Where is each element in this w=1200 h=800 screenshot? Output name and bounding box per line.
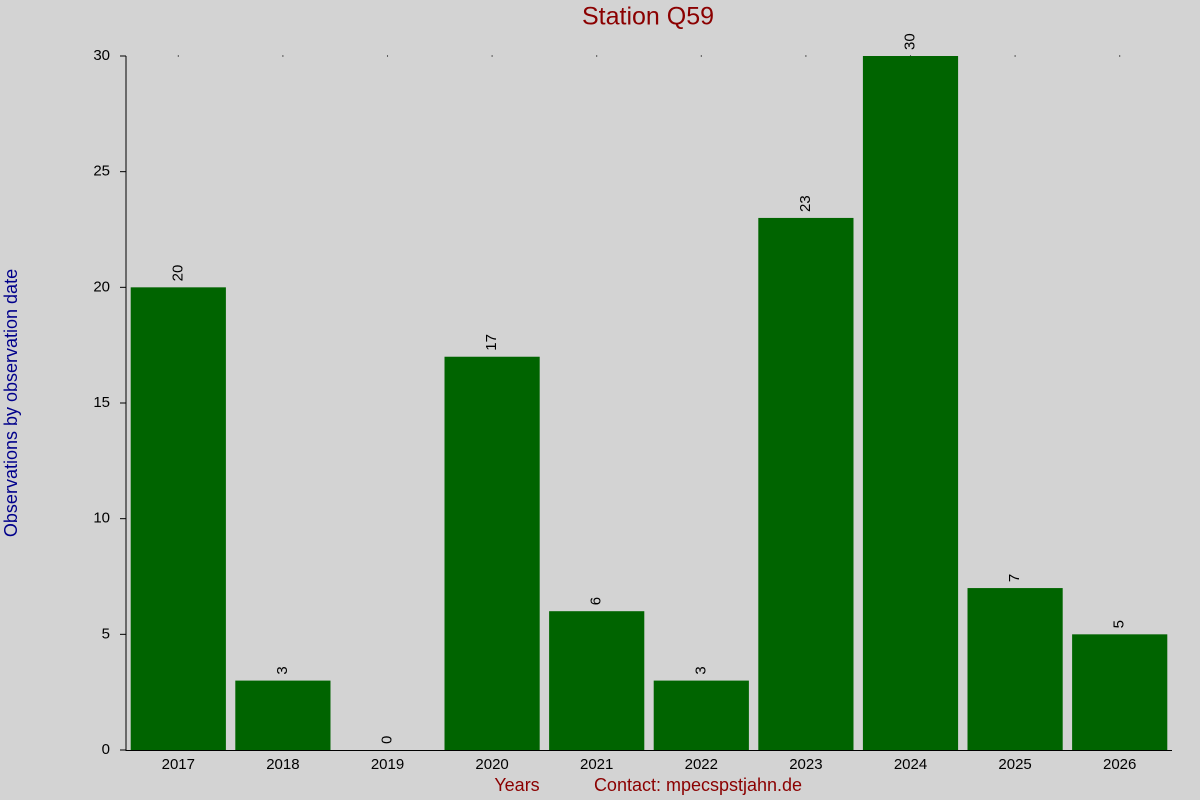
top-dot [386, 55, 389, 57]
value-label: 30 [901, 33, 918, 50]
bar [130, 287, 226, 750]
top-dot [177, 55, 179, 57]
value-label: 17 [483, 334, 500, 351]
x-tick-label: 2017 [162, 756, 195, 773]
x-tick-label: 2020 [475, 756, 508, 773]
bar [444, 356, 540, 750]
value-label: 23 [797, 195, 814, 212]
x-tick-label: 2021 [580, 756, 613, 773]
top-dot [491, 55, 493, 57]
contact-annotation: Contact: mpecspstjahn.de [594, 775, 802, 795]
top-dot [1119, 55, 1121, 57]
x-tick-label: 2026 [1103, 756, 1136, 773]
bar [967, 588, 1063, 750]
value-label: 20 [169, 265, 186, 282]
x-tick-label: 2023 [789, 756, 822, 773]
top-dot [805, 55, 807, 57]
x-tick-label: 2024 [894, 756, 927, 773]
bar [235, 680, 331, 750]
y-tick-label: 10 [93, 510, 110, 527]
y-axis-label: Observations by observation date [1, 269, 21, 537]
bar [549, 611, 645, 750]
x-tick-label: 2025 [998, 756, 1031, 773]
x-axis-label: Years [494, 775, 539, 795]
value-label: 3 [274, 666, 291, 674]
y-tick-label: 15 [93, 394, 110, 411]
value-label: 0 [378, 736, 395, 744]
value-label: 7 [1006, 574, 1023, 582]
top-dot [700, 55, 702, 57]
value-label: 3 [692, 666, 709, 674]
bar [653, 680, 749, 750]
x-tick-label: 2018 [266, 756, 299, 773]
top-dot [1014, 55, 1016, 57]
value-label: 5 [1111, 620, 1128, 628]
x-tick-label: 2019 [371, 756, 404, 773]
y-tick-label: 25 [93, 163, 110, 180]
top-dot [282, 55, 284, 57]
y-tick-label: 20 [93, 278, 110, 295]
top-dot [596, 55, 598, 57]
y-tick-label: 5 [102, 625, 110, 642]
bar [862, 56, 959, 750]
bar [1072, 634, 1168, 750]
y-tick-label: 0 [102, 741, 110, 758]
y-tick-label: 30 [93, 47, 110, 64]
value-label: 6 [588, 597, 605, 605]
chart-title: Station Q59 [582, 3, 714, 31]
bar [758, 217, 854, 750]
x-tick-label: 2022 [685, 756, 718, 773]
